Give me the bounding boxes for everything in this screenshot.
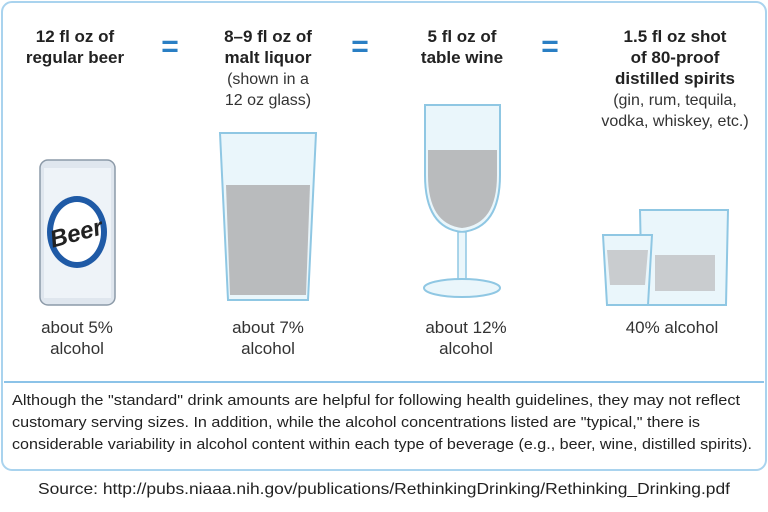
drink-title: regular beer: [26, 48, 125, 67]
spirits-glasses: [601, 209, 730, 306]
footnote: customary serving sizes. In addition, wh…: [12, 414, 700, 431]
drink-note: 12 oz glass): [225, 92, 311, 109]
footnote: Although the "standard" drink amounts ar…: [12, 392, 741, 409]
drink-title: distilled spirits: [615, 69, 735, 88]
drink-title: 5 fl oz of: [428, 27, 497, 46]
source: Source: http://pubs.niaaa.nih.gov/public…: [38, 481, 731, 498]
drink-title: malt liquor: [225, 48, 312, 67]
wine-glass: [423, 104, 501, 298]
alcohol-label: alcohol: [50, 339, 104, 358]
alcohol-label: about 12%: [425, 318, 506, 337]
alcohol-label: alcohol: [439, 339, 493, 358]
drink-note: vodka, whiskey, etc.): [601, 113, 748, 130]
alcohol-label: 40% alcohol: [626, 318, 719, 337]
malt-glass: [218, 132, 318, 301]
frame: [1, 1, 767, 471]
drink-title: 12 fl oz of: [36, 27, 115, 46]
drink-note: (gin, rum, tequila,: [613, 92, 737, 109]
alcohol-label: alcohol: [241, 339, 295, 358]
drink-title: 1.5 fl oz shot: [624, 27, 727, 46]
equals-sign: =: [161, 30, 179, 63]
drink-note: (shown in a: [227, 71, 309, 88]
drink-title: 8–9 fl oz of: [224, 27, 312, 46]
beer-can: Beer: [39, 159, 116, 306]
drink-title: of 80-proof: [631, 48, 720, 67]
alcohol-label: about 5%: [41, 318, 113, 337]
equals-sign: =: [541, 30, 559, 63]
drink-title: table wine: [421, 48, 503, 67]
footnote: considerable variability in alcohol cont…: [12, 436, 752, 453]
alcohol-label: about 7%: [232, 318, 304, 337]
equals-sign: =: [351, 30, 369, 63]
